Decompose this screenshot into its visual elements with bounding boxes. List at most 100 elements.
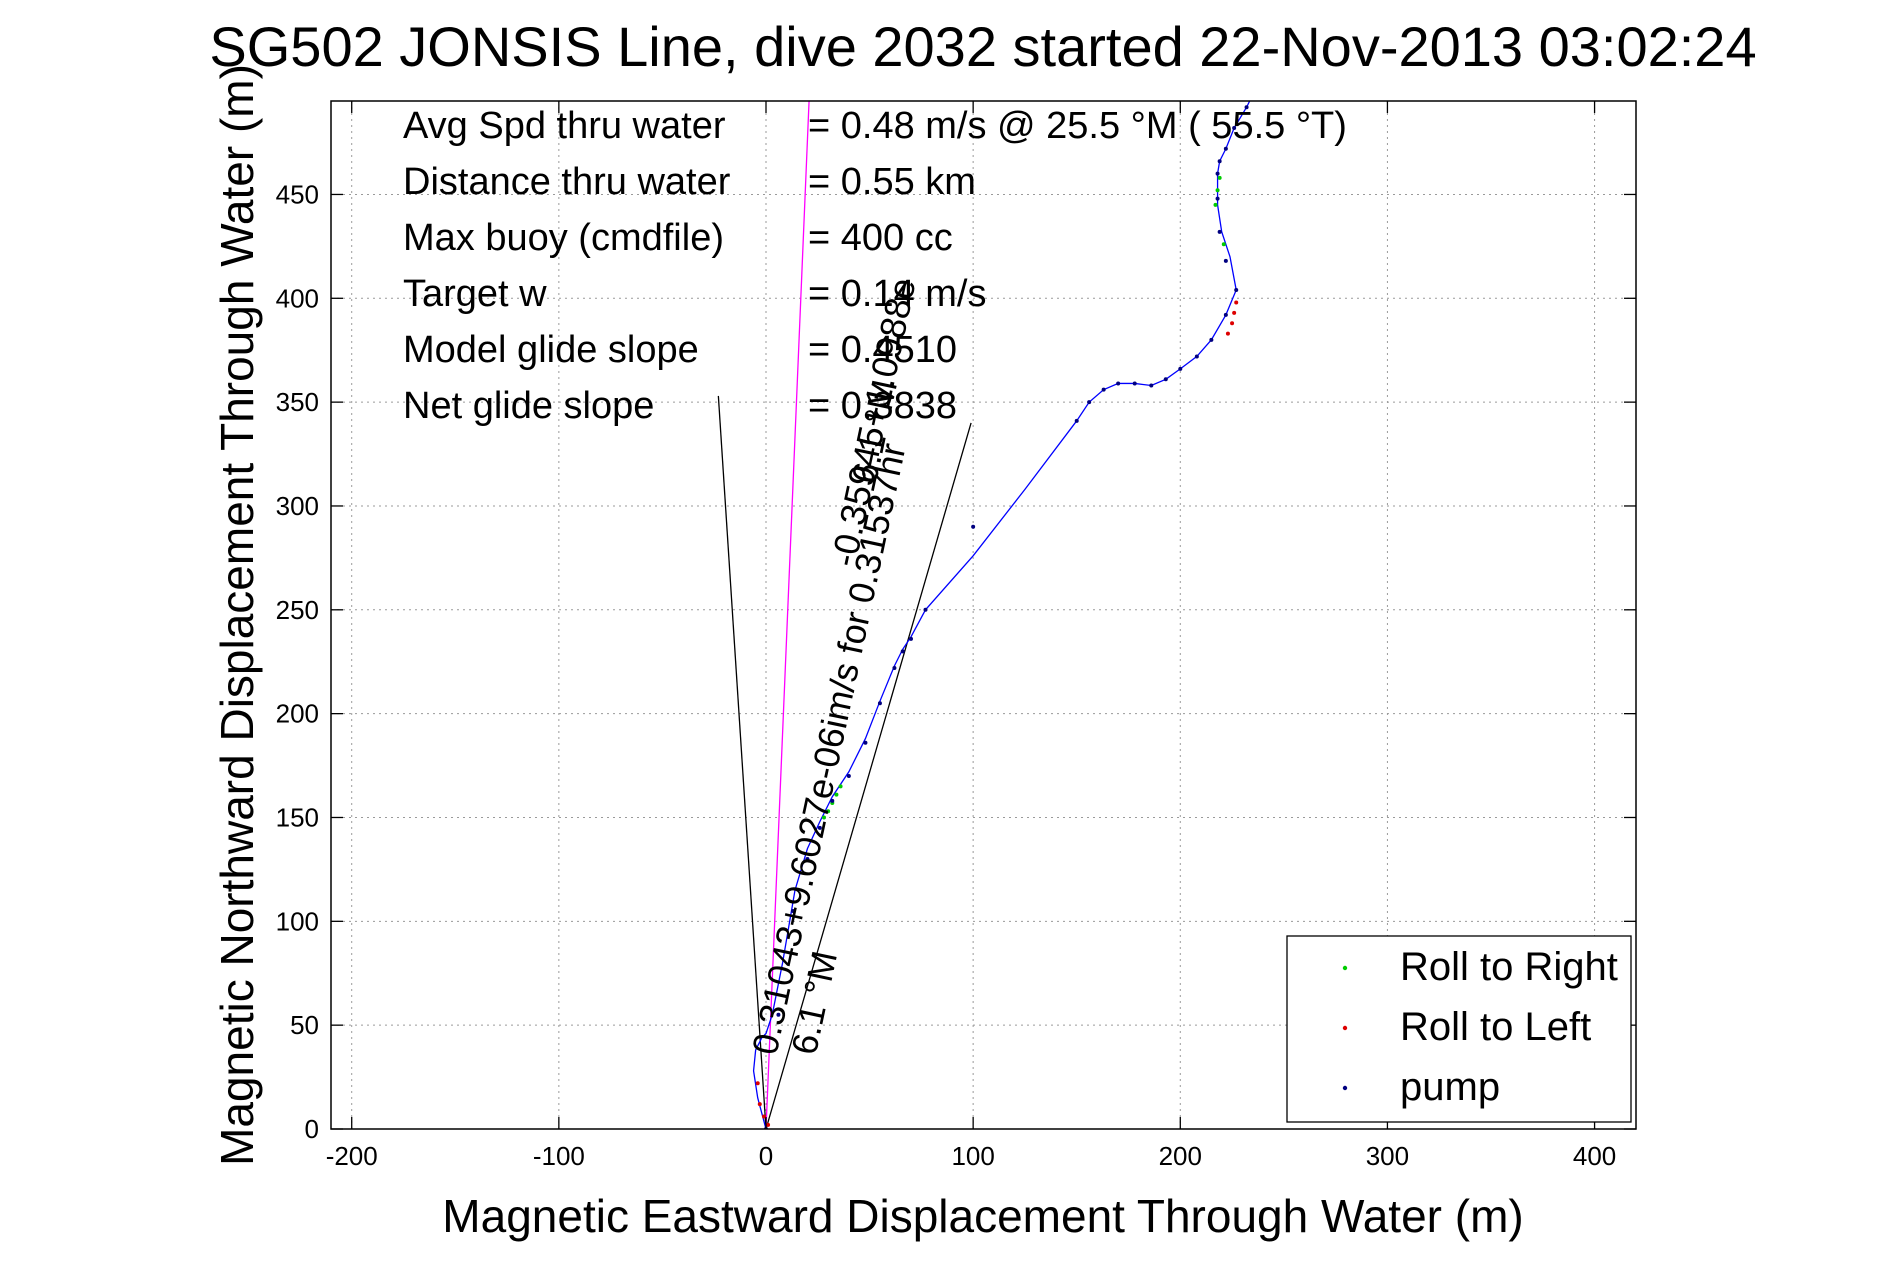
legend-marker bbox=[1342, 1025, 1348, 1031]
stat-value: = 0.48 m/s @ 25.5 °M ( 55.5 °T) bbox=[808, 105, 1347, 147]
legend-marker bbox=[1342, 1085, 1348, 1091]
data-point bbox=[892, 665, 897, 670]
data-point bbox=[1074, 418, 1079, 423]
data-point bbox=[1116, 381, 1121, 386]
y-tick-label: 300 bbox=[276, 491, 319, 521]
legend-items: Roll to Right Roll to Left pump bbox=[1342, 945, 1618, 1109]
data-points bbox=[755, 105, 1249, 1129]
y-tick-label: 150 bbox=[276, 802, 319, 832]
chart-title: SG502 JONSIS Line, dive 2032 started 22-… bbox=[209, 15, 1756, 78]
data-point bbox=[1132, 381, 1137, 386]
data-point bbox=[1232, 125, 1237, 130]
dive-track-line bbox=[752, 101, 1251, 1129]
data-point bbox=[755, 1081, 760, 1086]
legend-label: Roll to Right bbox=[1400, 945, 1618, 989]
data-point bbox=[1101, 387, 1106, 392]
data-point bbox=[1163, 377, 1168, 382]
data-point bbox=[1213, 202, 1218, 207]
stat-value: = 0.55 km bbox=[808, 161, 976, 203]
legend-marker bbox=[1342, 965, 1348, 971]
data-point bbox=[1215, 196, 1220, 201]
y-tick-label: 250 bbox=[276, 595, 319, 625]
data-point bbox=[877, 701, 882, 706]
x-tick-label: -100 bbox=[533, 1141, 585, 1171]
x-tick-label: 100 bbox=[951, 1141, 994, 1171]
data-point bbox=[1215, 171, 1220, 176]
data-point bbox=[846, 773, 851, 778]
y-tick-label: 50 bbox=[290, 1010, 319, 1040]
data-point bbox=[1221, 242, 1226, 247]
data-point bbox=[838, 784, 843, 789]
stat-value: = 0.3838 bbox=[808, 385, 957, 427]
reference-line bbox=[765, 101, 810, 1129]
data-point bbox=[776, 1012, 781, 1017]
data-point bbox=[766, 1122, 771, 1127]
axes-frame bbox=[330, 100, 1637, 1130]
data-point bbox=[1223, 146, 1228, 151]
x-tick-label: 200 bbox=[1159, 1141, 1202, 1171]
data-point bbox=[1178, 366, 1183, 371]
data-point bbox=[826, 809, 831, 814]
reference-line bbox=[765, 422, 972, 1129]
stat-label: Distance thru water bbox=[403, 161, 731, 203]
y-tick-label: 200 bbox=[276, 699, 319, 729]
y-tick-label: 0 bbox=[305, 1114, 319, 1144]
data-point bbox=[900, 649, 905, 654]
y-axis-label: Magnetic Northward Displacement Through … bbox=[211, 64, 263, 1166]
reference-line bbox=[717, 395, 767, 1129]
legend: Roll to Right Roll to Left pump bbox=[1286, 935, 1632, 1123]
axis-ticks: -200 -100 0 100 200 300 400 0 50 100 150 200 250 300 3… bbox=[276, 101, 1636, 1171]
data-point bbox=[1225, 331, 1230, 336]
data-point bbox=[1234, 300, 1239, 305]
data-point bbox=[1223, 258, 1228, 263]
data-point bbox=[1232, 310, 1237, 315]
stat-value: = 0.14 m/s bbox=[808, 273, 986, 315]
x-axis-label: Magnetic Eastward Displacement Through W… bbox=[442, 1190, 1523, 1242]
data-point bbox=[1194, 354, 1199, 359]
data-point bbox=[1223, 312, 1228, 317]
stat-value: = 0.4510 bbox=[808, 329, 957, 371]
stat-label: Model glide slope bbox=[403, 329, 699, 371]
data-point bbox=[1234, 287, 1239, 292]
data-point bbox=[1217, 175, 1222, 180]
stat-label: Max buoy (cmdfile) bbox=[403, 217, 724, 259]
stat-label: Net glide slope bbox=[403, 385, 654, 427]
data-point bbox=[1215, 188, 1220, 193]
y-tick-label: 350 bbox=[276, 387, 319, 417]
data-point bbox=[790, 908, 795, 913]
y-tick-label: 100 bbox=[276, 906, 319, 936]
y-tick-label: 400 bbox=[276, 283, 319, 313]
x-tick-label: 300 bbox=[1366, 1141, 1409, 1171]
data-point bbox=[1230, 321, 1235, 326]
x-tick-label: 0 bbox=[759, 1141, 773, 1171]
legend-label: pump bbox=[1400, 1065, 1500, 1109]
stat-label: Target w bbox=[403, 273, 547, 315]
x-tick-label: 400 bbox=[1573, 1141, 1616, 1171]
data-point bbox=[834, 792, 839, 797]
data-point bbox=[1217, 229, 1222, 234]
y-tick-label: 450 bbox=[276, 179, 319, 209]
stat-value: = 400 cc bbox=[808, 217, 953, 259]
data-point bbox=[757, 1102, 762, 1107]
data-point bbox=[761, 1114, 766, 1119]
data-point bbox=[909, 636, 913, 641]
legend-label: Roll to Left bbox=[1400, 1005, 1591, 1049]
data-point bbox=[863, 740, 868, 745]
data-point bbox=[1244, 105, 1249, 110]
data-point bbox=[805, 857, 810, 862]
data-point bbox=[971, 524, 976, 529]
data-point bbox=[1087, 400, 1092, 405]
data-point bbox=[830, 798, 835, 803]
data-point bbox=[1209, 337, 1214, 342]
data-point bbox=[1217, 159, 1222, 164]
x-tick-label: -200 bbox=[326, 1141, 378, 1171]
reference-lines bbox=[717, 101, 972, 1129]
data-point bbox=[817, 825, 822, 830]
stats-annotations: Avg Spd thru water = 0.48 m/s @ 25.5 °M (… bbox=[403, 105, 1347, 427]
data-point bbox=[1149, 383, 1154, 388]
data-layer bbox=[717, 101, 1251, 1129]
stat-label: Avg Spd thru water bbox=[403, 105, 726, 147]
data-point bbox=[923, 607, 928, 612]
data-point bbox=[822, 815, 826, 820]
